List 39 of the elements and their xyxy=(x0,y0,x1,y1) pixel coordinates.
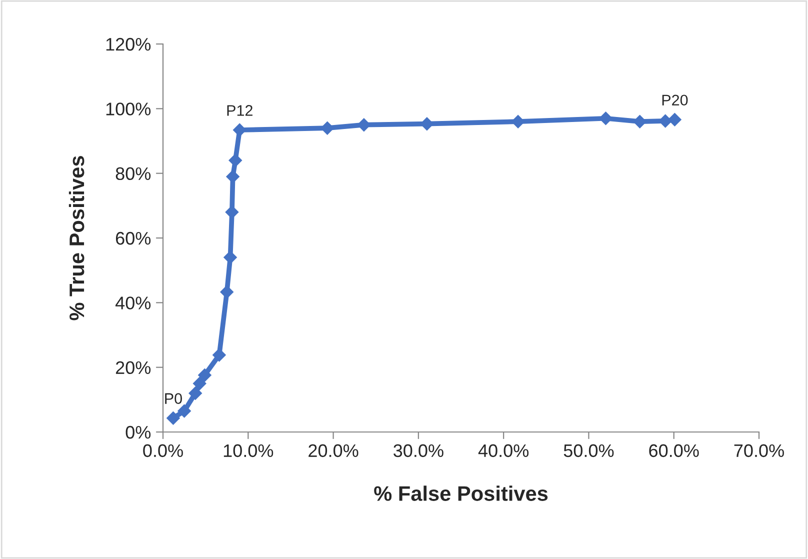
point xyxy=(226,170,240,184)
annotation: P0 xyxy=(165,393,182,404)
point xyxy=(198,368,212,382)
point xyxy=(420,117,434,130)
point xyxy=(178,404,191,418)
annotation: P12 xyxy=(227,105,252,116)
point xyxy=(220,285,234,299)
point xyxy=(633,115,646,128)
x-tick-label: 60.0% xyxy=(649,444,699,458)
y-tick-label: 0% xyxy=(126,426,151,439)
x-tick-label: 20.0% xyxy=(308,444,358,458)
x-axis-title: % False Positives xyxy=(374,486,548,501)
point xyxy=(233,123,246,137)
point xyxy=(228,154,242,167)
x-tick-label: 0.0% xyxy=(143,444,183,458)
point xyxy=(224,250,237,264)
annotation: P20 xyxy=(662,94,688,106)
point xyxy=(225,206,239,219)
point xyxy=(658,114,672,128)
x-tick-label: 50.0% xyxy=(564,444,614,458)
point xyxy=(320,121,334,135)
point xyxy=(166,412,180,425)
point xyxy=(599,112,612,125)
point xyxy=(193,376,206,390)
x-tick-label: 70.0% xyxy=(734,444,784,458)
x-tick-label: 40.0% xyxy=(478,444,529,458)
y-tick-label: 40% xyxy=(115,296,151,310)
point xyxy=(188,386,202,400)
y-tick-label: 60% xyxy=(116,232,151,245)
x-tick-label: 30.0% xyxy=(394,444,444,458)
y-tick-label: 100% xyxy=(106,102,151,116)
y-axis-title: % True Positives xyxy=(68,156,84,320)
y-tick-label: 80% xyxy=(116,167,151,180)
y-tick-label: 20% xyxy=(116,361,151,374)
point xyxy=(212,348,226,362)
x-tick-label: 10.0% xyxy=(224,444,274,458)
point xyxy=(668,113,682,126)
y-tick-label: 120% xyxy=(106,38,151,51)
point xyxy=(511,115,525,128)
